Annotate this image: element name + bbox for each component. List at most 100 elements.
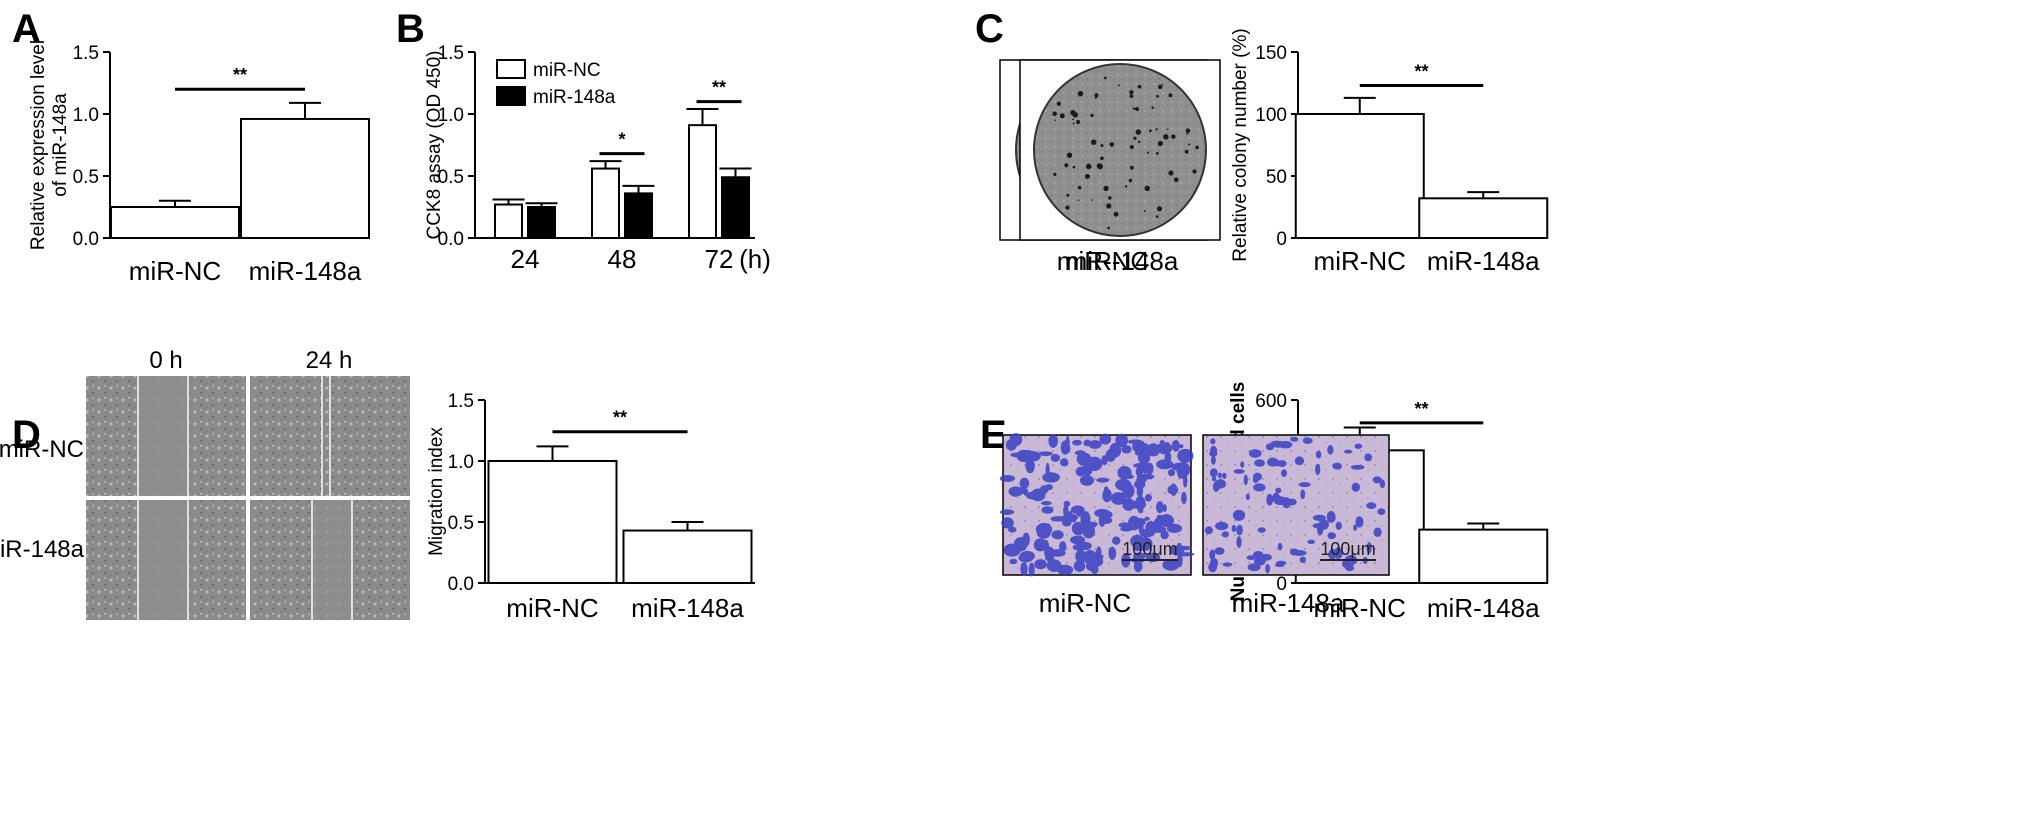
colony-dot — [1077, 90, 1084, 97]
invaded-cell — [1327, 532, 1336, 540]
bar — [591, 167, 620, 239]
invaded-cell — [1266, 493, 1274, 506]
invaded-cell — [1372, 476, 1383, 484]
colony-dot — [1163, 134, 1169, 140]
colony-dot — [1052, 111, 1057, 116]
significance-label: ** — [1414, 61, 1428, 81]
invaded-cell — [1033, 452, 1040, 461]
colony-dot — [1090, 199, 1093, 201]
invaded-cell — [1364, 453, 1373, 462]
colony-dot — [1072, 165, 1076, 169]
scratch-image-148a-0h — [86, 500, 246, 620]
panel-letter-a: A — [12, 7, 41, 51]
invaded-cell — [1050, 549, 1066, 557]
invaded-cell — [1059, 458, 1069, 467]
y-tick-label: 150 — [1255, 43, 1287, 64]
colony-dot — [1157, 140, 1163, 147]
colony-dot — [1155, 151, 1159, 155]
invaded-cell — [1290, 436, 1299, 442]
invaded-cell — [1146, 443, 1161, 457]
invaded-cell — [1204, 526, 1213, 535]
transwell-label-mir-nc: miR-NC — [1039, 588, 1131, 618]
invaded-cell — [1257, 527, 1266, 533]
chart-a-relative-expression: 0.0 0.5 1.0 1.5 Relative expression level of … — [28, 40, 370, 286]
invaded-cell — [1307, 539, 1316, 544]
colony-label-mir-148a: miR-148a — [1066, 246, 1179, 276]
invaded-cell — [1209, 468, 1218, 478]
colony-dot — [1072, 122, 1075, 125]
colony-dot — [1156, 94, 1159, 98]
bar — [1418, 528, 1549, 584]
bar — [487, 460, 618, 584]
colony-dot — [1129, 165, 1134, 170]
colony-dot — [1097, 163, 1103, 170]
invaded-cell — [1013, 537, 1028, 552]
transwell-label-mir-148a: miR-148a — [1232, 588, 1345, 618]
invaded-cell — [1158, 514, 1174, 528]
invaded-cell — [1125, 474, 1134, 479]
invaded-cell — [1209, 549, 1216, 561]
invaded-cell — [1341, 558, 1354, 569]
invaded-cell — [1000, 509, 1015, 515]
legend-label: miR-148a — [533, 87, 616, 108]
invaded-cell — [1042, 539, 1050, 552]
invaded-cell — [1214, 547, 1225, 555]
invaded-cell — [1212, 481, 1220, 492]
invaded-cell — [1221, 531, 1229, 538]
category-label: miR-148a — [1427, 246, 1540, 276]
category-label: miR-148a — [631, 593, 744, 623]
invaded-cell — [1281, 469, 1288, 478]
invaded-cell — [1045, 553, 1055, 562]
y-tick-label: 600 — [1255, 391, 1287, 412]
invaded-cell — [1059, 541, 1067, 552]
category-label: miR-NC — [506, 593, 598, 623]
colony-dot — [1103, 185, 1109, 191]
invaded-cell — [1278, 440, 1293, 449]
panel-letter-e: E — [980, 413, 1007, 457]
colony-dot — [1090, 113, 1094, 117]
invaded-cell — [1038, 451, 1053, 456]
colony-dot — [1072, 118, 1075, 121]
invaded-cell — [1167, 484, 1179, 495]
colony-dot — [1156, 206, 1163, 212]
invaded-cell — [1144, 516, 1150, 521]
y-tick-label: 1.5 — [438, 43, 464, 64]
invaded-cell — [1275, 487, 1282, 494]
colony-dot — [1184, 149, 1189, 154]
colony-dot — [1108, 196, 1112, 200]
invaded-cell — [1005, 439, 1017, 451]
invaded-cell — [1063, 500, 1071, 507]
colony-dot — [1100, 156, 1104, 161]
colony-dot — [1168, 170, 1174, 176]
invaded-cell — [1041, 506, 1054, 514]
colony-dot — [1137, 140, 1141, 144]
invaded-cell — [1156, 501, 1164, 514]
colony-dot — [1072, 112, 1078, 118]
invaded-cell — [1265, 563, 1270, 574]
invaded-cell — [1254, 557, 1266, 566]
invaded-cell — [1028, 562, 1035, 577]
colony-dot — [1065, 205, 1070, 210]
invaded-cell — [1217, 472, 1222, 479]
invaded-cell — [1292, 549, 1307, 557]
invaded-cell — [1178, 444, 1184, 449]
invaded-cell — [1302, 437, 1313, 444]
invaded-cell — [1118, 522, 1131, 528]
y-tick-label: 0 — [1276, 229, 1287, 250]
invaded-cell — [1315, 450, 1322, 459]
invaded-cell — [1248, 449, 1262, 458]
invaded-cell — [1108, 546, 1117, 560]
y-tick-label: 1.5 — [448, 391, 474, 412]
colony-dot — [1195, 145, 1200, 150]
invaded-cell — [1023, 491, 1029, 496]
invaded-cell — [1211, 476, 1217, 482]
scratch-time-label-0h: 0 h — [149, 347, 182, 374]
invaded-cell — [1350, 464, 1365, 470]
invaded-cell — [1086, 456, 1103, 472]
category-label: 72 — [705, 244, 734, 274]
colony-dot — [1149, 129, 1152, 133]
invaded-cell — [1252, 472, 1263, 481]
invaded-cell — [1127, 439, 1143, 445]
colony-dot — [1192, 169, 1197, 174]
